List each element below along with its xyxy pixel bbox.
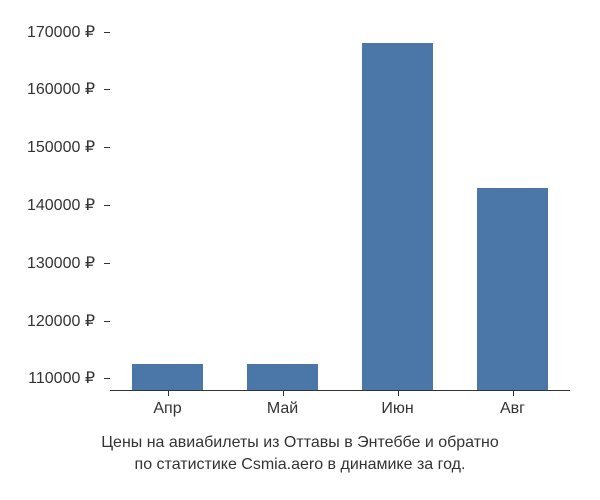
y-tick-label: 150000 ₽ — [27, 137, 95, 157]
y-tick-mark — [104, 321, 110, 322]
x-tick-label: Июн — [381, 400, 413, 418]
y-tick-mark — [104, 378, 110, 379]
y-tick-mark — [104, 147, 110, 148]
bar — [132, 364, 203, 390]
y-tick-label: 160000 ₽ — [27, 79, 95, 99]
y-tick-mark — [104, 263, 110, 264]
y-tick-mark — [104, 205, 110, 206]
x-axis-line — [110, 390, 570, 391]
y-tick-label: 120000 ₽ — [27, 311, 95, 331]
y-tick-label: 110000 ₽ — [28, 368, 95, 388]
caption-line-2: по статистике Csmia.aero в динамике за г… — [135, 456, 466, 473]
bar — [362, 43, 433, 390]
y-tick-mark — [104, 89, 110, 90]
y-tick-label: 140000 ₽ — [27, 195, 95, 215]
x-tick-mark — [283, 390, 284, 396]
plot-area — [110, 20, 570, 390]
chart-caption: Цены на авиабилеты из Оттавы в Энтеббе и… — [0, 432, 600, 475]
bar — [247, 364, 318, 390]
price-chart: Цены на авиабилеты из Оттавы в Энтеббе и… — [0, 0, 600, 500]
bar — [477, 188, 548, 390]
x-tick-mark — [168, 390, 169, 396]
x-tick-mark — [513, 390, 514, 396]
x-tick-label: Апр — [153, 400, 181, 418]
x-tick-label: Авг — [500, 400, 525, 418]
caption-line-1: Цены на авиабилеты из Оттавы в Энтеббе и… — [101, 434, 499, 451]
x-tick-label: Май — [267, 400, 298, 418]
y-tick-label: 130000 ₽ — [27, 253, 95, 273]
y-tick-label: 170000 ₽ — [27, 22, 95, 42]
y-tick-mark — [104, 32, 110, 33]
x-tick-mark — [398, 390, 399, 396]
